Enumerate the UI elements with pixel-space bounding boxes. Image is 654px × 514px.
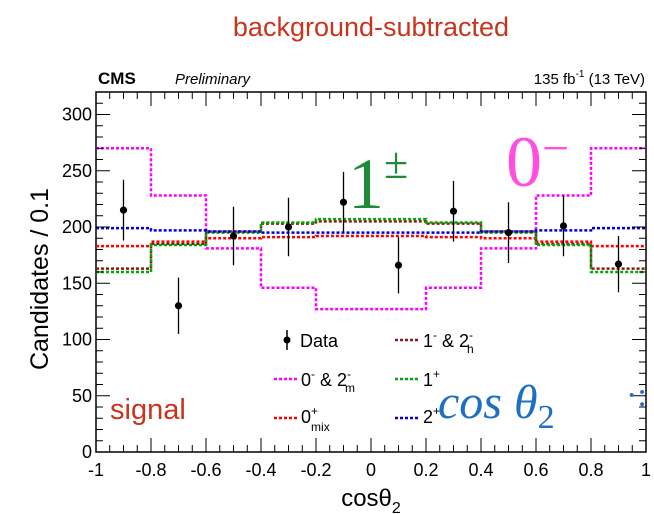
legend-data-label: Data [300,331,339,351]
legend-label-0plusmix: 0+ mix [301,404,330,434]
x-tick-label-7: 0.4 [468,460,493,480]
x-axis-title: cosθ2 [341,485,401,514]
legend-label-0minus: 0- & 2-m [301,367,355,395]
cos-theta-dots-icon: ·: [626,377,647,414]
y-tick-label-4: 200 [62,217,92,237]
x-tick-label-3: -0.4 [245,460,276,480]
data-point-8 [560,222,567,229]
x-tick-label-6: 0.2 [413,460,438,480]
y-axis-title: Candidates / 0.1 [26,188,54,370]
status-label: Preliminary [175,71,252,88]
one-pm-annotation: 1± [348,139,408,224]
y-tick-label-1: 50 [72,386,92,406]
y-tick-label-0: 0 [82,442,92,462]
legend-label-1minus: 1- & 2-h [423,328,474,356]
data-point-4 [340,199,347,206]
x-tick-label-5: 0 [366,460,376,480]
data-point-3 [285,223,292,230]
legend-data-marker [284,337,291,344]
data-point-2 [230,232,237,239]
zero-minus-annotation: 0− [506,122,569,202]
cos-theta-annotation: cos θ2 [438,376,555,436]
data-point-9 [615,261,622,268]
x-tick-label-10: 1 [641,460,651,480]
data-point-7 [505,229,512,236]
y-tick-label-3: 150 [62,273,92,293]
data-point-5 [395,262,402,269]
data-point-1 [175,302,182,309]
x-tick-label-0: -1 [88,460,104,480]
experiment-label: CMS [98,69,136,88]
x-tick-label-4: -0.2 [300,460,331,480]
x-tick-label-1: -0.8 [135,460,166,480]
signal-annotation: signal [110,394,186,426]
y-tick-label-2: 100 [62,330,92,350]
x-tick-label-2: -0.6 [190,460,221,480]
x-tick-label-8: 0.6 [523,460,548,480]
x-tick-label-9: 0.8 [578,460,603,480]
luminosity-label: 135 fb-1 (13 TeV) [534,69,645,88]
data-point-6 [450,208,457,215]
header-title: background-subtracted [233,12,509,42]
y-tick-label-5: 250 [62,161,92,181]
y-tick-label-6: 300 [62,105,92,125]
data-point-0 [120,207,127,214]
